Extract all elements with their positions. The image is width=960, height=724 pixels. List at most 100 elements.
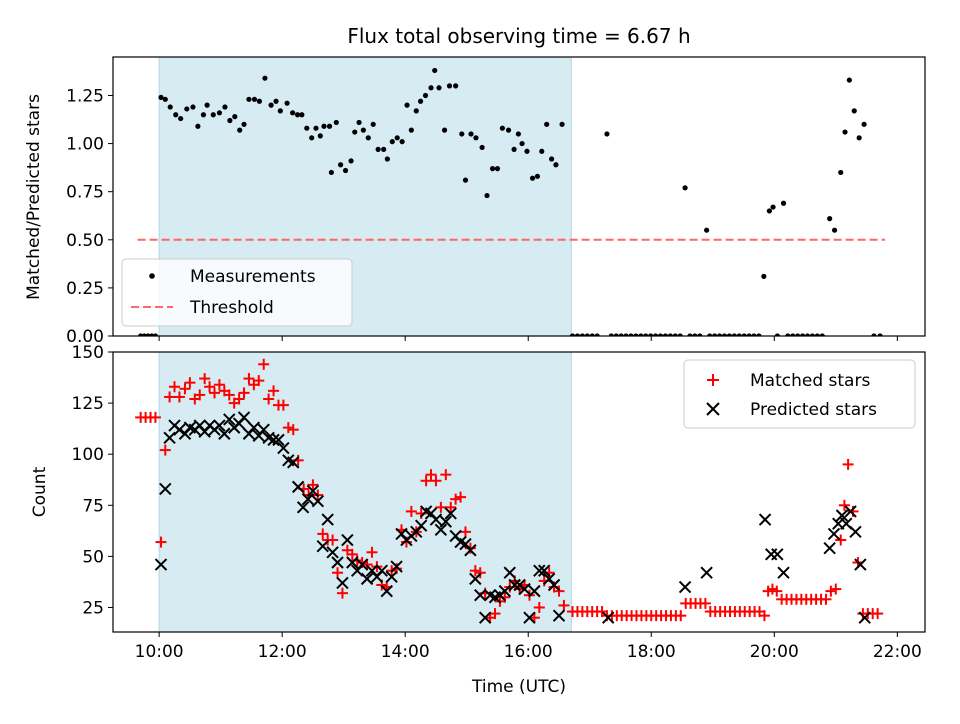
predicted-star-point — [287, 456, 300, 469]
predicted-star-point — [326, 546, 339, 559]
matched-star-point — [405, 505, 417, 517]
x-tick-label: 20:00 — [750, 642, 799, 662]
measurement-point — [618, 333, 624, 336]
bottom-shade-rect — [158, 352, 572, 632]
predicted-star-point — [464, 544, 477, 557]
matched-star-point — [459, 526, 471, 538]
predicted-star-mark-b — [257, 423, 270, 436]
predicted-star-mark-b — [237, 411, 251, 424]
predicted-star-mark-b — [267, 433, 280, 447]
bottom-y-ticks: 25 50 75 100 125 150 — [72, 343, 113, 618]
measurement-point — [404, 102, 410, 108]
predicted-star-point — [758, 513, 772, 526]
top-panel: 0.00 0.25 0.50 0.75 1.00 1.25 Matched/Predict… — [24, 56, 926, 347]
predicted-star-mark-b — [528, 584, 541, 598]
predicted-star-point — [498, 584, 512, 598]
predicted-star-mark-b — [390, 560, 403, 573]
predicted-star-point — [439, 515, 453, 528]
measurement-point — [290, 110, 296, 116]
matched-star-point — [233, 393, 245, 405]
measurement-point — [190, 104, 196, 110]
predicted-star-mark-b — [346, 556, 359, 569]
top-ylabel: Matched/Predicted stars — [24, 94, 44, 300]
measurement-point — [338, 162, 344, 168]
predicted-star-point — [478, 611, 492, 624]
predicted-star-mark-b — [316, 539, 329, 553]
measurement-point — [529, 175, 536, 181]
x-tick-label: 16:00 — [504, 642, 553, 662]
predicted-star-point — [163, 431, 176, 445]
predicted-star-mark-b — [840, 517, 853, 530]
measurement-point — [462, 177, 469, 183]
x-tick-label: 18:00 — [627, 642, 676, 662]
predicted-star-mark-b — [547, 578, 561, 592]
measurement-point — [162, 96, 168, 102]
x-tick-label: 10:00 — [135, 642, 184, 662]
measurement-point — [652, 333, 659, 336]
measurement-point — [667, 333, 673, 336]
matched-star-point — [332, 567, 344, 579]
measurement-point — [505, 127, 512, 133]
predicted-star-mark-b — [434, 523, 448, 537]
top-y-ticks: 0.00 0.25 0.50 0.75 1.00 1.25 — [66, 86, 113, 347]
measurement-point — [262, 75, 268, 81]
predicted-star-point — [296, 501, 310, 514]
predicted-star-point — [434, 523, 448, 537]
measurement-point — [712, 333, 718, 336]
measurement-point — [360, 127, 366, 133]
measurement-point — [273, 98, 279, 104]
predicted-star-point — [336, 576, 349, 590]
top-x-ticks — [158, 336, 898, 341]
predicted-star-mark-b — [395, 527, 408, 541]
predicted-star-mark-b — [213, 419, 226, 432]
predicted-star-point — [503, 566, 516, 579]
measurement-point — [774, 333, 780, 336]
predicted-star-mark-b — [163, 431, 176, 445]
matched-star-point — [838, 499, 850, 511]
matched-star-point — [223, 389, 235, 401]
matched-star-point — [825, 585, 837, 597]
predicted-star-mark-b — [827, 527, 841, 541]
measurement-point — [479, 144, 485, 151]
predicted-star-point — [777, 566, 790, 579]
predicted-star-mark-b — [849, 525, 862, 539]
matched-star-point — [155, 536, 167, 548]
measurement-point — [494, 166, 501, 172]
predicted-star-mark-b — [508, 578, 521, 592]
top-y-tick-label: 0.75 — [66, 183, 104, 203]
measurement-point — [761, 273, 767, 279]
matched-star-point — [243, 373, 255, 385]
measurement-point — [446, 83, 453, 89]
matched-star-point — [287, 424, 299, 436]
matched-star-point — [469, 565, 481, 577]
predicted-star-mark-b — [483, 589, 497, 602]
measurement-point — [432, 67, 438, 74]
predicted-star-point — [518, 582, 531, 596]
predicted-star-point — [844, 505, 857, 518]
predicted-star-point — [508, 578, 521, 592]
bottom-y-tick-label: 150 — [72, 343, 104, 363]
predicted-star-point — [331, 556, 344, 569]
measurement-point — [842, 129, 848, 135]
predicted-star-mark-b — [678, 580, 692, 594]
measurement-point — [333, 119, 339, 126]
predicted-star-mark-b — [419, 505, 433, 518]
predicted-star-point — [469, 572, 482, 586]
measurement-point — [237, 127, 243, 133]
measurement-point — [381, 146, 387, 152]
bottom-legend: Matched stars Predicted stars — [683, 359, 916, 429]
predicted-star-point — [237, 411, 251, 424]
x-tick-label: 12:00 — [258, 642, 307, 662]
measurement-point — [643, 333, 649, 336]
predicted-star-point — [827, 527, 841, 541]
matched-star-point — [771, 585, 783, 597]
predicted-star-mark-b — [282, 454, 295, 467]
predicted-star-mark-b — [424, 507, 438, 520]
legend-measurement-marker — [149, 273, 155, 279]
measurement-point — [356, 119, 362, 126]
measurement-point — [468, 131, 474, 137]
matched-star-point — [366, 546, 378, 558]
measurement-point — [799, 333, 806, 336]
predicted-star-mark-b — [218, 427, 231, 440]
